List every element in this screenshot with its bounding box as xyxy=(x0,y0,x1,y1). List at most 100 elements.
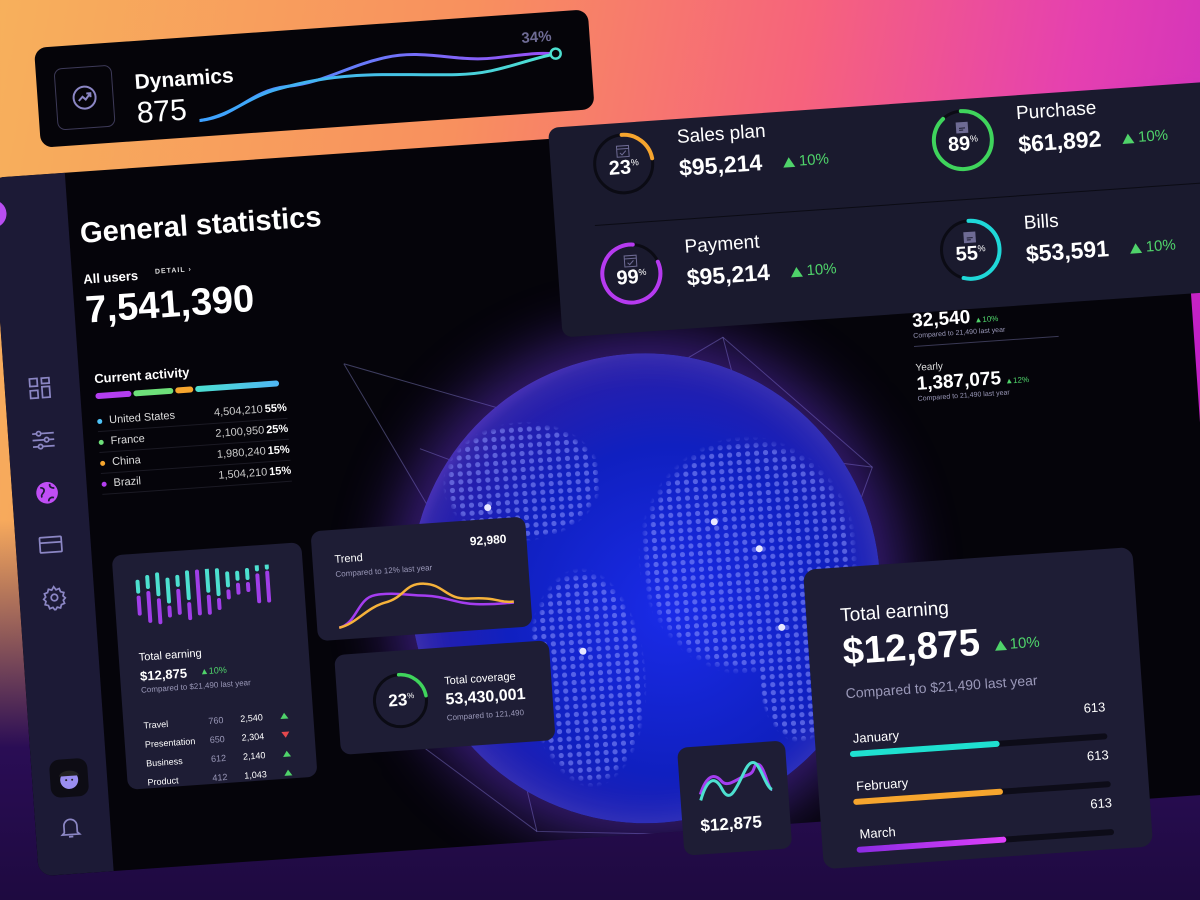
total-earning-large-card[interactable]: Total earning $12,875 10% Compared to $2… xyxy=(803,546,1154,870)
dashboard-panel: General statistics All users DETAIL › 7,… xyxy=(0,94,1200,877)
gear-icon[interactable] xyxy=(41,584,69,613)
card-title: Total earning xyxy=(138,647,203,664)
arrow-up-icon xyxy=(1129,242,1143,254)
kpi-bills[interactable]: 55% Bills $53,591 10% xyxy=(935,197,1200,309)
kpi-payment[interactable]: 99% Payment $95,214 10% xyxy=(596,221,921,333)
current-activity-title: Current activity xyxy=(93,364,190,387)
grid-icon[interactable] xyxy=(26,374,54,402)
month-value: 613 xyxy=(1089,795,1113,812)
month-name: March xyxy=(859,824,897,842)
percent-sign: % xyxy=(630,157,640,168)
trend-up-icon xyxy=(279,712,289,719)
bullet-icon xyxy=(101,481,107,487)
category-count: 612 xyxy=(210,752,227,764)
kpi-purchase[interactable]: 89% Purchase $61,892 10% xyxy=(928,87,1200,199)
country-name: United States xyxy=(108,409,176,427)
month-progress-january[interactable]: January 613 xyxy=(848,699,1108,767)
card-title: Total coverage xyxy=(443,670,517,688)
change-value: 10% xyxy=(798,150,830,170)
bell-icon[interactable] xyxy=(57,813,85,841)
kpi-percent: 89% xyxy=(935,131,990,158)
all-users-label: All users xyxy=(82,267,139,287)
kpi-percent: 55% xyxy=(943,241,998,268)
total-earning-card[interactable]: Total earning $12,875 ▲10% Compared to $… xyxy=(111,542,318,790)
detail-label: DETAIL xyxy=(154,266,186,276)
activity-segment xyxy=(195,380,280,393)
country-value: 1,504,210 xyxy=(217,466,268,482)
country-name: China xyxy=(111,454,142,469)
coverage-card[interactable]: 23% Total coverage 53,430,001 Compared t… xyxy=(334,640,556,755)
category-count: 760 xyxy=(208,714,224,726)
calendar-check-icon xyxy=(615,144,630,158)
calendar-list-icon xyxy=(963,231,977,244)
sliders-icon[interactable] xyxy=(30,426,58,454)
month-value: 613 xyxy=(1083,699,1106,716)
change-badge: ▲10% xyxy=(974,314,999,325)
country-name: France xyxy=(110,432,146,448)
month-name: February xyxy=(855,775,909,794)
change-badge: 10% xyxy=(1121,126,1169,147)
month-progress-february[interactable]: February 613 xyxy=(851,747,1111,815)
chart-endpoint[interactable] xyxy=(549,47,562,60)
detail-link[interactable]: DETAIL › xyxy=(155,266,192,276)
earning-amount: $12,875 xyxy=(139,665,188,684)
kpi-percent: 23% xyxy=(596,155,651,182)
sidebar xyxy=(0,172,114,877)
mini-earning-card[interactable]: $12,875 xyxy=(677,740,793,856)
category-name: Business xyxy=(145,755,183,769)
kpi-sales-plan[interactable]: 23% Sales plan $95,214 10% xyxy=(588,111,913,223)
category-value: 1,043 xyxy=(243,768,268,781)
trend-up-icon xyxy=(283,768,293,776)
activity-segment xyxy=(133,387,174,397)
change-value: 10% xyxy=(982,314,999,325)
country-value: 4,504,210 xyxy=(213,403,264,419)
category-name: Product xyxy=(147,774,179,787)
kpi-label: Purchase xyxy=(1015,97,1097,125)
kpi-label: Sales plan xyxy=(676,120,767,149)
percent-sign: % xyxy=(977,243,986,254)
percent-sign: % xyxy=(406,691,415,701)
percent-sign: % xyxy=(638,266,647,278)
percent-value: 23 xyxy=(608,156,632,180)
credit-card-icon[interactable] xyxy=(37,531,65,559)
kpi-value: $95,214 xyxy=(678,149,763,181)
change-badge: ▲10% xyxy=(199,664,228,677)
country-pct: 15% xyxy=(268,464,292,479)
category-name: Travel xyxy=(143,718,169,731)
current-activity-list: United States 4,504,210 55% France 2,100… xyxy=(96,397,292,495)
dynamics-line-chart xyxy=(199,47,562,123)
earning-bar-chart xyxy=(135,563,272,625)
globe-icon[interactable] xyxy=(33,479,61,507)
trend-line-chart xyxy=(338,582,514,629)
category-count: 412 xyxy=(212,771,228,783)
trending-up-icon xyxy=(72,85,97,110)
arrow-up-icon xyxy=(994,639,1008,651)
activity-segment xyxy=(175,386,194,394)
bullet-icon xyxy=(98,439,104,445)
activity-segment xyxy=(95,390,132,400)
dynamics-card[interactable]: Dynamics 875 34% xyxy=(34,9,595,148)
coverage-percent: 23% xyxy=(377,689,426,712)
kpi-panel: 23% Sales plan $95,214 10% 89% Purchase … xyxy=(548,80,1200,338)
trend-card[interactable]: Trend Compared to 12% last year 92,980 xyxy=(310,516,533,642)
card-title: Trend xyxy=(334,551,364,566)
change-badge: 10% xyxy=(782,151,829,171)
progress-ring xyxy=(592,132,655,195)
percent-value: 99 xyxy=(615,266,640,290)
card-title: Total earning xyxy=(839,597,950,627)
logo[interactable] xyxy=(0,198,8,229)
change-badge: 10% xyxy=(790,260,837,280)
country-value: 1,980,240 xyxy=(216,445,267,461)
avatar[interactable] xyxy=(48,757,90,799)
month-value: 613 xyxy=(1086,747,1110,764)
trend-value: 92,980 xyxy=(469,531,507,549)
kpi-value: $95,214 xyxy=(685,258,771,291)
bullet-icon xyxy=(97,418,103,424)
category-name: Presentation xyxy=(144,735,196,750)
calendar-check-icon xyxy=(623,254,638,268)
category-value: 2,304 xyxy=(241,730,265,743)
change-value: 10% xyxy=(1137,126,1169,146)
kpi-label: Payment xyxy=(683,231,761,258)
progress-ring xyxy=(939,218,1002,281)
country-value: 2,100,950 xyxy=(215,424,265,440)
